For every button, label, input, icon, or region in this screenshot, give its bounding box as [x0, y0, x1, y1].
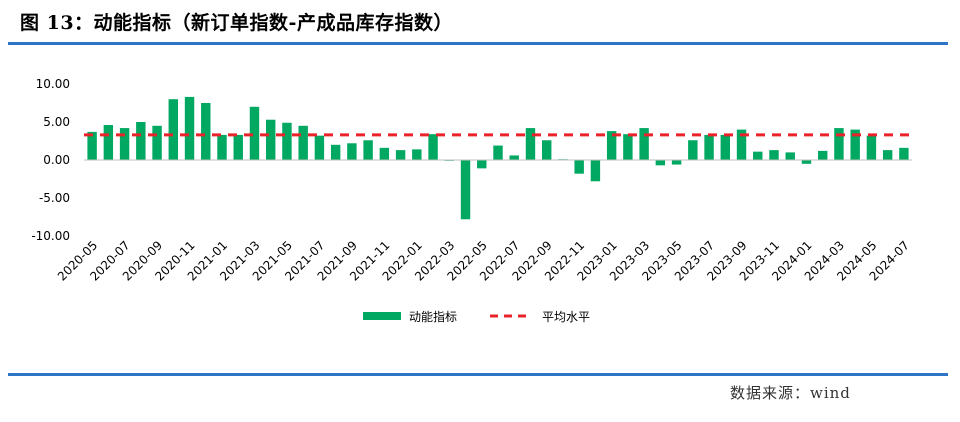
bar	[428, 134, 438, 160]
bar	[201, 103, 211, 160]
bar	[265, 119, 276, 160]
bar	[493, 145, 503, 160]
y-tick-label: -10.00	[31, 229, 70, 243]
bar	[590, 160, 601, 182]
source-note: 数据来源：wind	[730, 384, 851, 402]
bar	[184, 96, 195, 160]
y-tick-label: -5.00	[39, 191, 70, 205]
bar	[152, 125, 162, 160]
figure-title: 图 13：动能指标（新订单指数-产成品库存指数）	[20, 12, 453, 34]
bar	[655, 160, 666, 166]
bar	[899, 147, 909, 160]
bar	[298, 125, 308, 160]
bar	[639, 128, 649, 160]
bar	[769, 150, 779, 160]
bar	[623, 134, 633, 160]
bar	[363, 140, 373, 160]
bar	[785, 152, 795, 160]
bar	[217, 134, 227, 160]
y-tick-label: 10.00	[36, 77, 70, 91]
bar	[379, 147, 390, 160]
top-divider	[8, 42, 948, 45]
momentum-chart: 10.00 5.00 0.00 -5.00 -10.00 2020-052020-072…	[31, 77, 912, 324]
bar	[249, 106, 260, 160]
bar	[136, 122, 146, 160]
x-axis: 2020-052020-072020-092020-112021-012021-…	[55, 159, 912, 284]
bar	[704, 134, 714, 160]
bar	[850, 129, 860, 160]
y-axis: 10.00 5.00 0.00 -5.00 -10.00	[31, 77, 70, 243]
bar	[736, 129, 747, 160]
bar	[688, 140, 698, 160]
y-tick-label: 5.00	[43, 115, 70, 129]
bar	[412, 149, 422, 160]
bar	[460, 160, 471, 220]
bar	[882, 150, 893, 160]
bar	[477, 160, 487, 169]
bar	[834, 128, 844, 160]
legend-swatch-bar	[363, 312, 401, 320]
bar	[282, 122, 292, 160]
bar	[233, 134, 243, 160]
y-tick-label: 0.00	[43, 153, 70, 167]
bottom-divider	[8, 373, 948, 376]
bar	[817, 150, 828, 160]
bar	[541, 140, 552, 160]
bar	[753, 151, 763, 160]
bar	[525, 128, 536, 160]
legend: 动能指标 平均水平	[363, 309, 590, 324]
bar	[314, 135, 325, 160]
bar	[866, 135, 877, 160]
legend-label-bar: 动能指标	[409, 309, 457, 324]
bar	[720, 134, 731, 160]
bar	[347, 143, 357, 160]
bar	[119, 128, 130, 160]
bar	[574, 160, 584, 174]
bar	[671, 160, 682, 165]
legend-label-avg: 平均水平	[542, 310, 590, 324]
bar	[330, 144, 341, 160]
bar-series	[87, 96, 909, 220]
bar	[801, 160, 812, 164]
bar	[103, 125, 114, 160]
bar	[87, 131, 97, 160]
bar	[509, 155, 519, 160]
bar	[395, 150, 406, 160]
bar	[606, 131, 617, 160]
bar	[168, 99, 179, 160]
